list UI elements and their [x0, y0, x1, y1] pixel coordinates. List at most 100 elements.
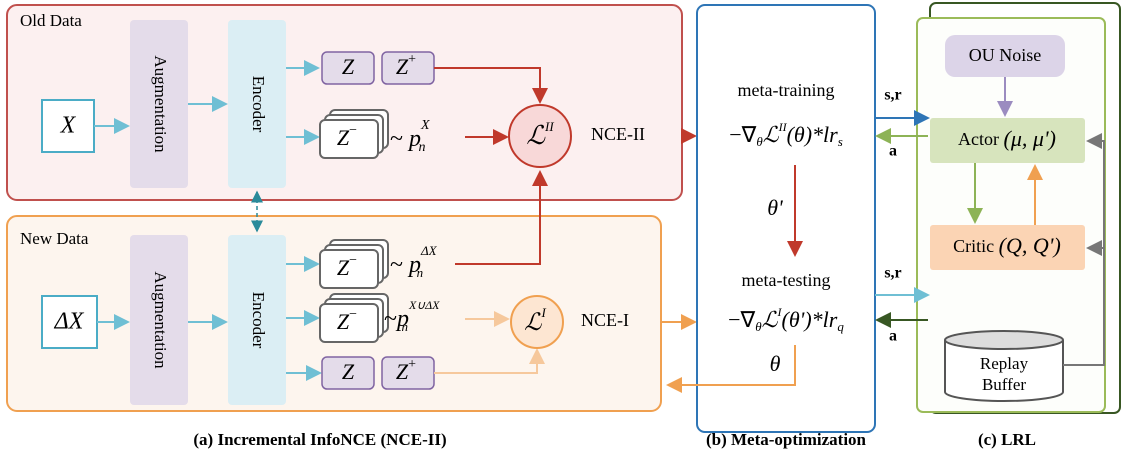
- encoder-box: [228, 20, 286, 188]
- input: X: [60, 113, 77, 139]
- z-box: [321, 51, 375, 85]
- critic: Critic (Q, Q'): [953, 233, 1061, 258]
- augmentation-box: [130, 20, 188, 188]
- text-part: (μ, μ'): [1004, 126, 1056, 151]
- distribution: ~ pΔX n: [390, 243, 438, 280]
- state: s,r: [884, 87, 901, 104]
- arrow: [434, 67, 548, 104]
- text-part: (Q, Q'): [999, 233, 1061, 258]
- meta-testing: meta-testing: [742, 270, 831, 290]
- theta: θ: [770, 351, 781, 376]
- theta-prime: θ': [767, 195, 783, 220]
- z: Z: [342, 359, 355, 384]
- encoder: Encoder: [249, 292, 268, 349]
- text-part: Z: [337, 255, 350, 280]
- augmentation-box: [130, 235, 188, 405]
- distribution: ~ pX n: [390, 118, 430, 155]
- loss-node: [508, 104, 572, 168]
- action: a: [889, 143, 897, 160]
- z-minus-stack: [319, 109, 389, 159]
- augmentation: Augmentation: [151, 55, 170, 153]
- text-part: (θ')*: [782, 307, 823, 332]
- critic-box: [930, 225, 1085, 270]
- text-part: −∇: [728, 307, 755, 332]
- loss-name: NCE-II: [591, 124, 645, 144]
- text-part: ℒ: [526, 121, 546, 150]
- z-minus: Z−: [337, 253, 357, 280]
- shape: [319, 119, 379, 159]
- distribution: ~pX∪ΔX n: [384, 298, 440, 334]
- text-part: II: [544, 119, 554, 134]
- input-box: [41, 295, 98, 349]
- caption: (c) LRL: [978, 430, 1036, 449]
- old-data-panel: [6, 4, 683, 201]
- buffer: Buffer: [982, 375, 1026, 394]
- text-part: p: [407, 126, 421, 152]
- old-data-label: Old Data: [20, 11, 82, 30]
- loss-node: [510, 295, 564, 349]
- text-part: X∪ΔX: [408, 298, 440, 312]
- text-part: s: [838, 134, 843, 149]
- z-plus: Z+: [396, 52, 416, 79]
- arrow: [666, 345, 796, 393]
- z-plus: Z+: [396, 357, 416, 384]
- text-part: II: [778, 120, 788, 134]
- z-box: [321, 356, 375, 390]
- text-part: p: [395, 306, 409, 332]
- text-part: ℒ: [762, 307, 779, 332]
- caption: (a) Incremental InfoNCE (NCE-II): [193, 430, 446, 449]
- text-part: p: [407, 252, 421, 278]
- buffer: Replay: [980, 354, 1029, 373]
- shape: [319, 303, 379, 343]
- z-minus-stack: [319, 239, 389, 343]
- text-part: lr: [823, 307, 838, 332]
- text-part: ℒ: [524, 310, 542, 336]
- arrow: [1063, 133, 1105, 366]
- text-part: ΔX: [420, 243, 438, 258]
- z-minus: Z−: [337, 123, 357, 150]
- new-data-label: New Data: [20, 229, 89, 248]
- text-part: Z: [337, 125, 350, 150]
- arrow: [434, 348, 545, 374]
- text-part: Z: [396, 54, 409, 79]
- text-part: θ: [756, 134, 763, 149]
- noise: OU Noise: [969, 45, 1042, 65]
- testing-formula: −∇θℒI(θ')*lrq: [728, 305, 844, 334]
- text-part: +: [408, 357, 416, 372]
- augmentation: Augmentation: [151, 271, 170, 369]
- text-part: n: [401, 319, 408, 334]
- input: ΔX: [54, 309, 85, 335]
- text-part: Z: [396, 359, 409, 384]
- meta-panel: [696, 4, 876, 433]
- noise-box: [945, 35, 1065, 77]
- text-part: Critic: [953, 236, 994, 256]
- actor-box: [930, 118, 1085, 163]
- text-part: +: [408, 52, 416, 67]
- input-box: [41, 99, 95, 153]
- text-part: −: [349, 307, 357, 322]
- z: Z: [342, 54, 355, 79]
- text-part: Actor: [958, 129, 999, 149]
- text-part: n: [417, 265, 424, 280]
- caption: (b) Meta-optimization: [706, 430, 867, 449]
- text-part: ~: [384, 306, 397, 332]
- state: s,r: [884, 265, 901, 282]
- loss: ℒI: [524, 305, 546, 336]
- text-part: −: [349, 253, 357, 268]
- text-part: ℒ: [763, 122, 780, 147]
- text-part: θ: [755, 319, 762, 334]
- text-part: ~: [390, 126, 409, 152]
- text-part: −: [349, 123, 357, 138]
- text-part: Z: [337, 309, 350, 334]
- encoder-box: [228, 235, 286, 405]
- text-part: n: [419, 140, 426, 155]
- text-part: (θ)*: [787, 122, 823, 147]
- loss: ℒII: [526, 119, 554, 150]
- arrow: [455, 170, 548, 265]
- text-part: ~: [390, 252, 409, 278]
- loss-name: NCE-I: [581, 310, 629, 330]
- text-part: −∇: [729, 122, 756, 147]
- text-part: X: [420, 118, 430, 133]
- shape: [944, 330, 1064, 350]
